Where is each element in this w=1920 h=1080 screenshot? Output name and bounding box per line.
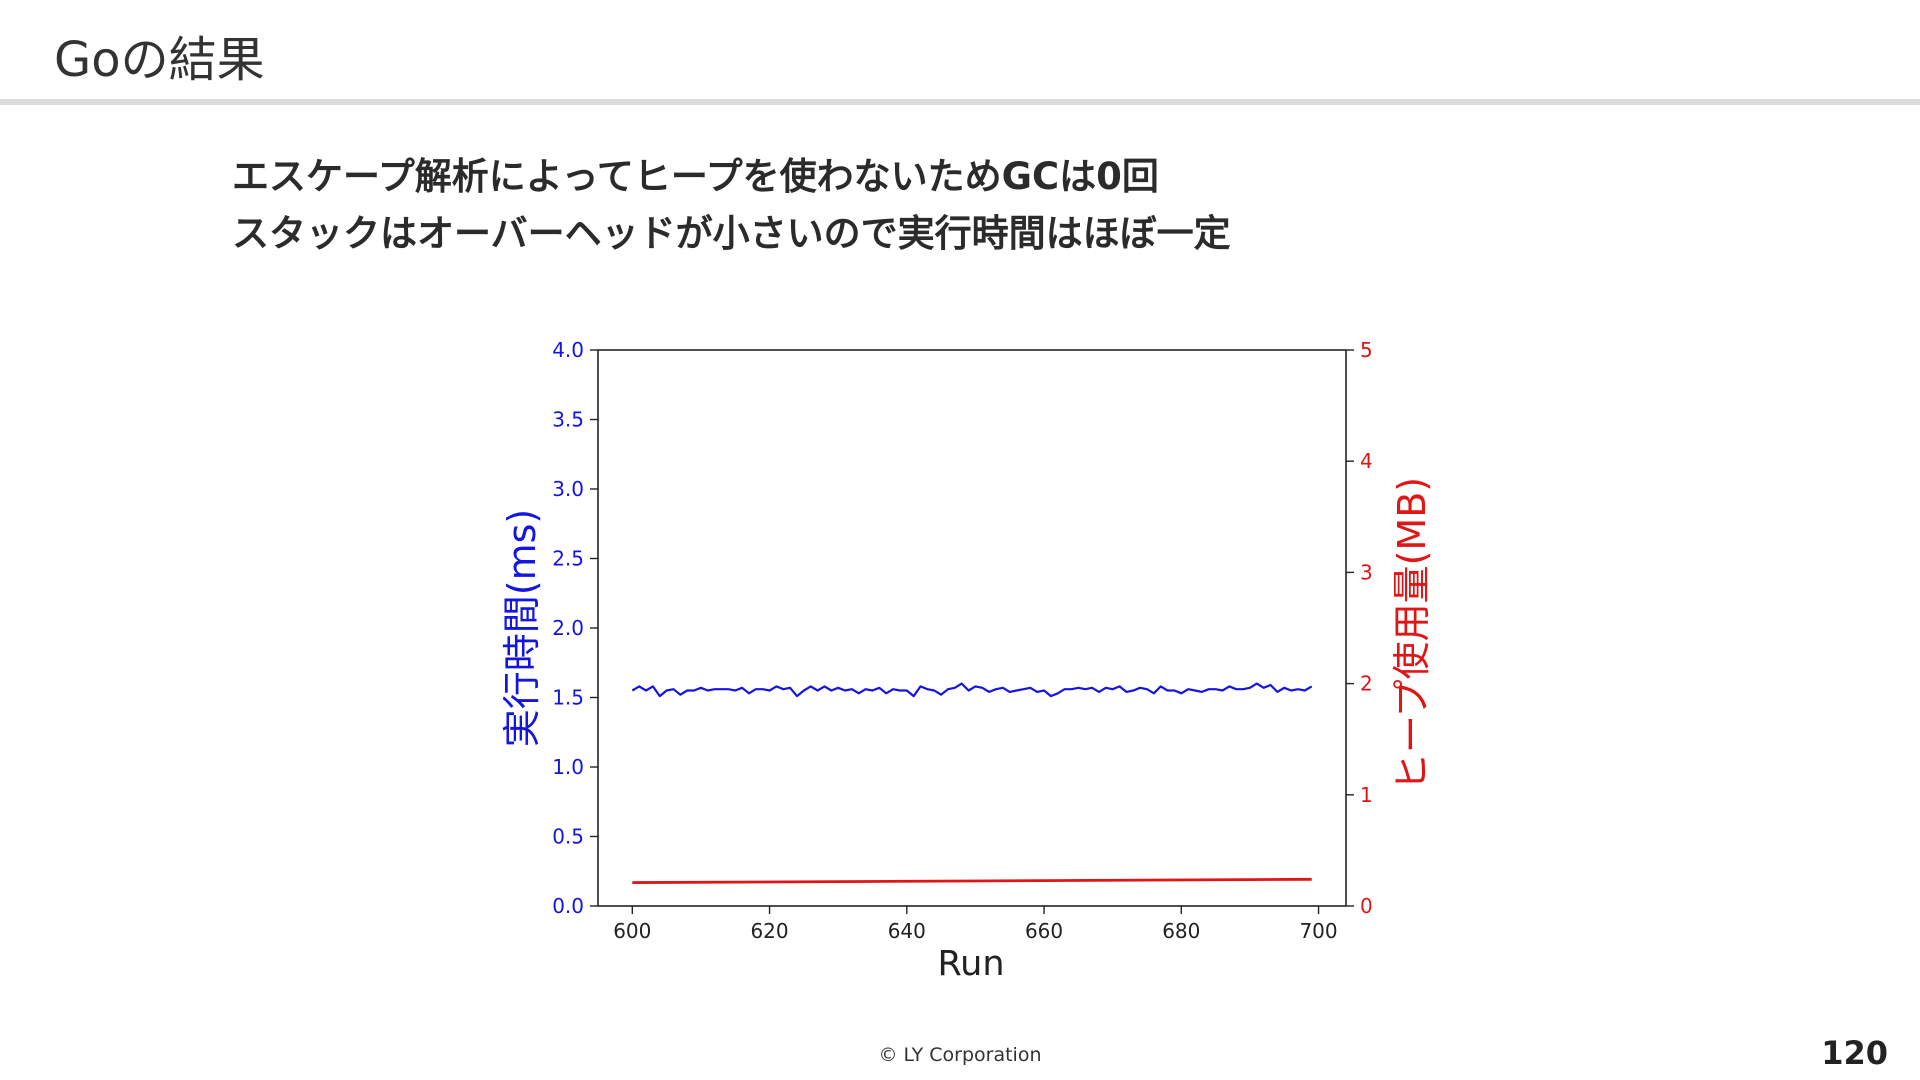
x-tick-label: 680 (1162, 919, 1200, 943)
x-tick-label: 660 (1025, 919, 1063, 943)
page-number: 120 (1821, 1034, 1888, 1072)
left-tick-label: 1.5 (552, 686, 584, 710)
right-tick-label: 3 (1360, 560, 1373, 584)
lead-line: スタックはオーバーヘッドが小さいので実行時間はほぼ一定 (232, 212, 1231, 255)
right-y-axis-label: ヒープ使用量(MB) (1390, 477, 1434, 791)
footer-copyright: © LY Corporation (878, 1044, 1042, 1066)
lead-text: エスケープ解析によってヒープを使わないためGCは0回 スタックはオーバーヘッドが… (232, 148, 1231, 262)
title-divider (0, 99, 1920, 105)
left-tick-label: 2.0 (552, 616, 584, 640)
execution-time-line (631, 682, 1313, 698)
x-tick-label: 620 (750, 919, 788, 943)
lead-line: エスケープ解析によってヒープを使わないためGCは0回 (232, 155, 1159, 198)
right-axis-ticks: 0 1 2 3 4 5 (1346, 338, 1373, 918)
x-tick-label: 700 (1299, 919, 1337, 943)
x-axis-ticks: 600 620 640 660 680 700 (613, 906, 1338, 943)
right-tick-label: 2 (1360, 672, 1373, 696)
left-tick-label: 1.0 (552, 755, 584, 779)
x-tick-label: 640 (888, 919, 926, 943)
left-y-axis-label: 実行時間(ms) (500, 509, 544, 747)
right-tick-label: 0 (1360, 894, 1373, 918)
chart-series (631, 682, 1313, 884)
left-tick-label: 3.0 (552, 477, 584, 501)
x-axis-label: Run (937, 944, 1004, 984)
heap-usage-line (632, 877, 1312, 884)
plot-area-frame (597, 349, 1347, 907)
right-tick-label: 4 (1360, 449, 1373, 473)
left-tick-label: 0.5 (552, 825, 584, 849)
chart-axes (597, 349, 1347, 907)
x-tick-label: 600 (613, 919, 651, 943)
left-tick-label: 2.5 (552, 547, 584, 571)
left-axis-ticks: 0.0 0.5 1.0 1.5 2.0 2.5 3.0 3.5 4.0 (552, 338, 598, 918)
left-tick-label: 0.0 (552, 894, 584, 918)
right-tick-label: 1 (1360, 783, 1373, 807)
left-tick-label: 3.5 (552, 408, 584, 432)
right-tick-label: 5 (1360, 338, 1373, 362)
slide-title: Goの結果 (54, 32, 265, 88)
left-tick-label: 4.0 (552, 338, 584, 362)
